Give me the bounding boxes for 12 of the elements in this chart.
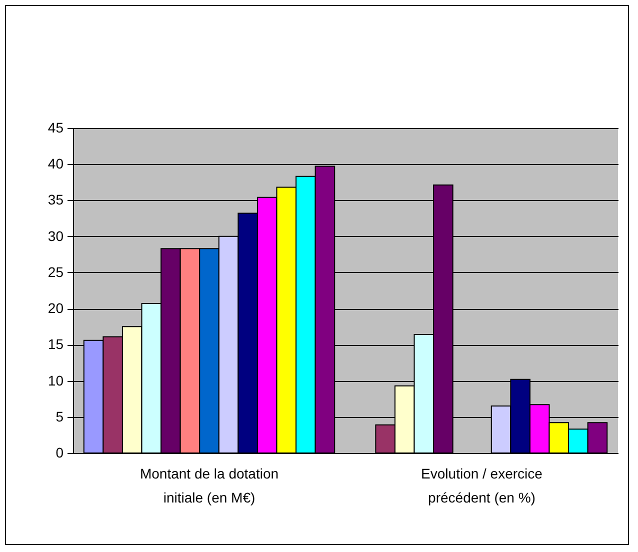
y-tick-label: 20 [48,300,64,316]
y-tick-label: 0 [56,444,64,460]
y-tick-label: 25 [48,264,64,280]
y-tick-label: 45 [48,120,64,136]
y-tick-label: 40 [48,156,64,172]
y-tick-label: 5 [56,408,64,424]
x-tick-label: Evolution / exercice précédent (en %) [421,466,543,506]
y-tick-label: 35 [48,192,64,208]
y-tick-label: 15 [48,336,64,352]
y-tick-label: 10 [48,372,64,388]
x-tick-label: Montant de la dotation initiale (en M€) [140,466,279,506]
y-tick-label: 30 [48,228,64,244]
